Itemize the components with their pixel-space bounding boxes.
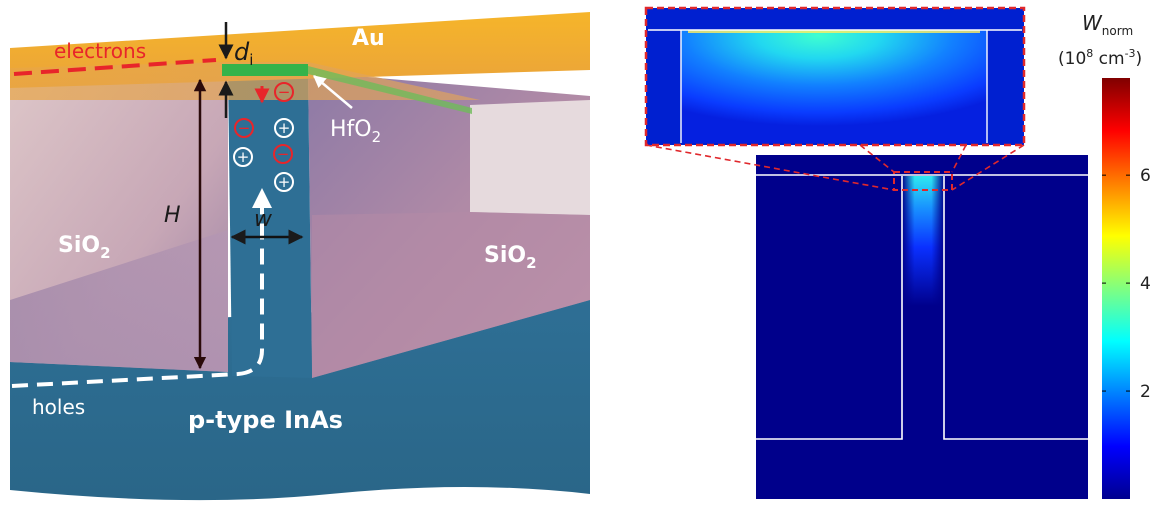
width-label: w bbox=[254, 207, 273, 232]
negative-charge: − bbox=[274, 82, 294, 102]
svg-text:−: − bbox=[278, 83, 291, 101]
charge-carriers: − − + + − + bbox=[233, 82, 294, 192]
svg-text:+: + bbox=[237, 148, 250, 166]
colorbar-units: (108 cm-3) bbox=[1058, 47, 1142, 69]
hfo2-pointer bbox=[313, 75, 353, 109]
positive-charge: + bbox=[274, 172, 294, 192]
sio2-left-label: SiO2 bbox=[58, 233, 111, 262]
colorbar-title: Wnorm bbox=[1082, 11, 1133, 38]
domain-outline bbox=[756, 174, 1088, 440]
electron-path bbox=[13, 58, 217, 76]
hfo2-slope bbox=[308, 66, 472, 114]
hfo2-layer bbox=[222, 64, 308, 76]
zoom-connector-left bbox=[645, 144, 895, 191]
zoom-field bbox=[681, 30, 987, 143]
sio2-left-shade bbox=[10, 230, 228, 372]
simulation-map: 6 4 2 Wnorm (108 cm-3) bbox=[644, 6, 1151, 499]
holes-label: holes bbox=[32, 395, 85, 419]
au-underside bbox=[10, 62, 480, 100]
positive-charge: + bbox=[274, 118, 294, 138]
zoom-connector-right bbox=[951, 144, 1025, 191]
zoom-border bbox=[644, 6, 1026, 147]
positive-charge: + bbox=[233, 147, 253, 167]
svg-text:+: + bbox=[278, 119, 291, 137]
sio2-right-back-wall bbox=[470, 100, 590, 215]
height-label: H bbox=[164, 203, 181, 228]
colorbar-tick-label: 2 bbox=[1140, 382, 1151, 402]
svg-text:+: + bbox=[278, 173, 291, 191]
device-schematic: − − + + − + electrons bbox=[10, 12, 590, 501]
hole-path bbox=[11, 188, 272, 388]
hfo2-label: HfO2 bbox=[330, 117, 381, 146]
negative-charge: − bbox=[273, 144, 293, 164]
au-label: Au bbox=[352, 26, 385, 51]
sio2-right-shade bbox=[312, 212, 590, 378]
di-label: di bbox=[234, 38, 253, 69]
zoom-region-marker bbox=[893, 171, 953, 191]
electrons-label: electrons bbox=[54, 39, 146, 63]
zoom-outline bbox=[648, 29, 1022, 143]
colorbar-tick-label: 6 bbox=[1140, 166, 1151, 186]
stem-glow-edges bbox=[902, 176, 944, 306]
zoom-connector-inner-left bbox=[859, 144, 895, 173]
colorbar-tick-label: 4 bbox=[1140, 274, 1151, 294]
colorbar bbox=[1102, 78, 1130, 499]
sio2-right-label: SiO2 bbox=[484, 243, 537, 272]
inas-label: p-type InAs bbox=[188, 406, 343, 434]
negative-charge: − bbox=[234, 118, 254, 138]
svg-text:−: − bbox=[238, 119, 251, 137]
svg-text:−: − bbox=[277, 145, 290, 163]
zoom-hotline bbox=[688, 30, 980, 33]
colorbar-ticks: 6 4 2 bbox=[1102, 166, 1151, 402]
zoom-connector-inner-right bbox=[951, 144, 967, 173]
